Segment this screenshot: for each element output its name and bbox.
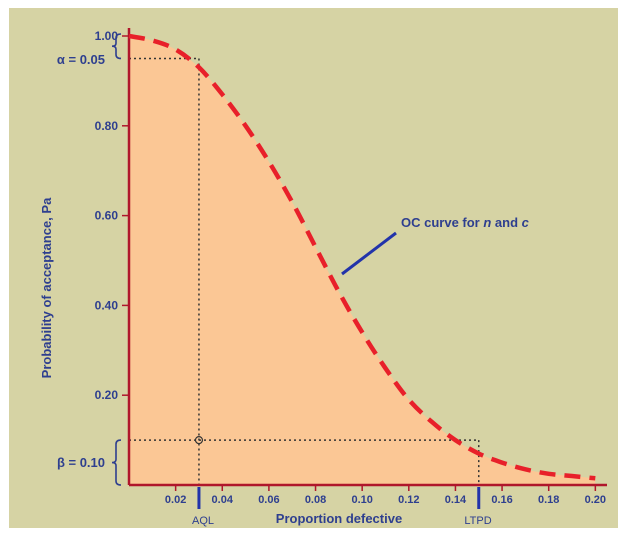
x-tick-label: 0.10 bbox=[351, 494, 372, 506]
x-tick-label: 0.12 bbox=[398, 494, 419, 506]
alpha-brace bbox=[111, 33, 122, 60]
oc-curve-chart: 0.02 0.04 0.06 0.08 0.10 0.12 0.14 0.16 0.18 0.20… bbox=[39, 28, 607, 527]
ltpd-label: LTPD bbox=[464, 515, 491, 527]
beta-brace bbox=[111, 439, 122, 486]
y-tick-label: 0.80 bbox=[95, 119, 119, 133]
annot-layer: Probability of acceptance, Pa Proportion… bbox=[39, 33, 530, 527]
x-axis-title: Proportion defective bbox=[276, 511, 402, 526]
guide-layer bbox=[129, 57, 480, 485]
axis-layer bbox=[127, 28, 607, 487]
y-tick-label: 0.40 bbox=[95, 298, 119, 312]
curve-label-n: n bbox=[483, 215, 491, 230]
y-axis-title: Probability of acceptance, Pa bbox=[39, 197, 54, 378]
x-tick-label: 0.08 bbox=[305, 494, 326, 506]
x-tick-label: 0.14 bbox=[445, 494, 467, 506]
x-tick-label: 0.04 bbox=[212, 494, 234, 506]
chart-frame: 0.02 0.04 0.06 0.08 0.10 0.12 0.14 0.16 0.18 0.20… bbox=[9, 8, 618, 528]
y-tick-label: 1.00 bbox=[95, 29, 119, 43]
curve-label-c: c bbox=[522, 215, 530, 230]
oc-curve-area bbox=[129, 36, 596, 485]
x-tick-label: 0.02 bbox=[165, 494, 186, 506]
y-tick-label: 0.60 bbox=[95, 209, 119, 223]
tick-layer: 0.02 0.04 0.06 0.08 0.10 0.12 0.14 0.16 0.18 0.20… bbox=[95, 29, 606, 506]
x-tick-label: 0.16 bbox=[491, 494, 512, 506]
curve-label-pointer bbox=[341, 231, 397, 276]
curve-label-pre: OC curve for bbox=[401, 215, 483, 230]
x-tick-label: 0.20 bbox=[585, 494, 606, 506]
oc-curve-line bbox=[128, 33, 596, 481]
x-tick-label: 0.18 bbox=[538, 494, 559, 506]
fill-layer bbox=[129, 36, 596, 485]
curve-label: OC curve for n and c bbox=[401, 215, 530, 230]
curve-label-mid: and bbox=[491, 215, 521, 230]
y-tick-label: 0.20 bbox=[95, 388, 119, 402]
x-tick-label: 0.06 bbox=[258, 494, 279, 506]
curve-layer bbox=[128, 33, 596, 481]
aql-beta-marker bbox=[194, 436, 204, 445]
aql-label: AQL bbox=[192, 515, 214, 527]
beta-label: β = 0.10 bbox=[57, 455, 105, 470]
alpha-label: α = 0.05 bbox=[57, 52, 105, 67]
